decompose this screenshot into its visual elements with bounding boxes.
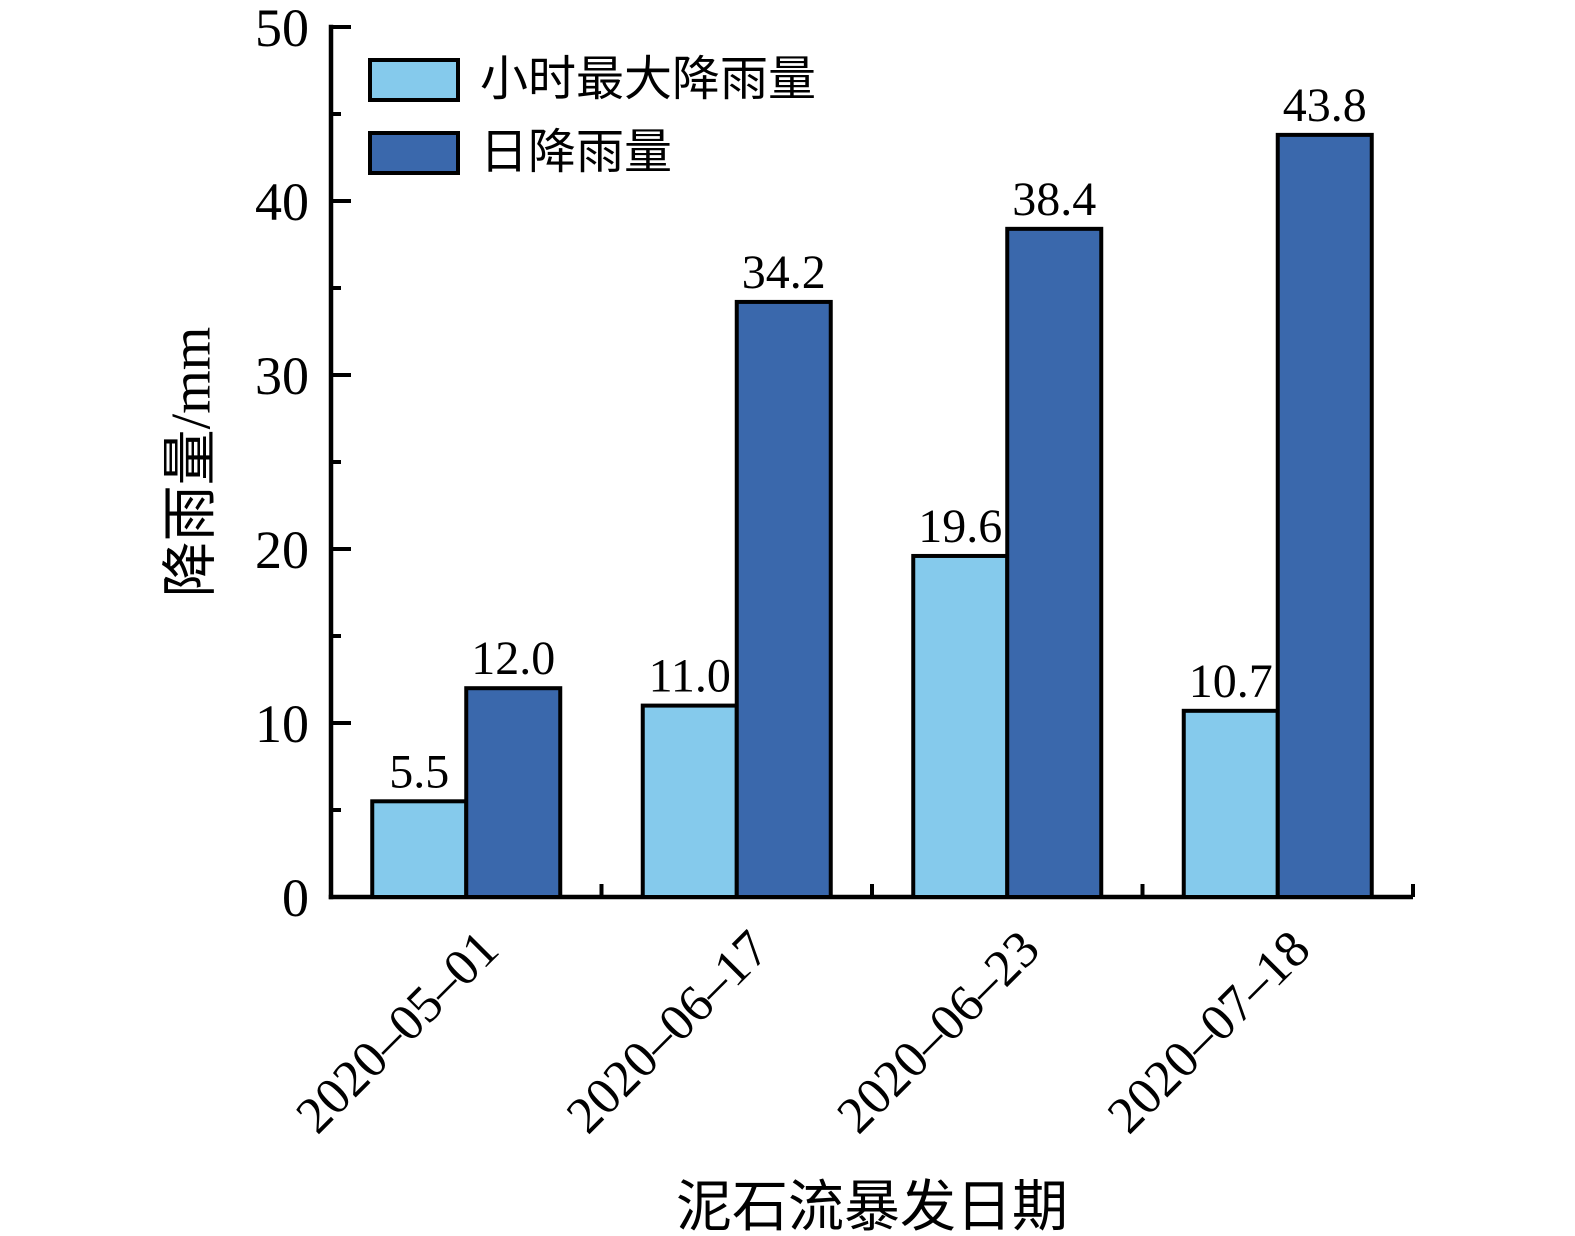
bar <box>911 553 1010 900</box>
y-tick-label: 40 <box>255 172 309 232</box>
bar-value-label: 12.0 <box>471 632 555 685</box>
bar <box>464 686 563 900</box>
y-tick-label: 20 <box>255 520 309 580</box>
bar <box>1181 708 1280 899</box>
bar-value-label: 43.8 <box>1283 79 1367 132</box>
y-tick-label: 30 <box>255 346 309 406</box>
y-tick-label: 50 <box>255 0 309 58</box>
legend-label-daily: 日降雨量 <box>480 126 673 179</box>
x-category-label: 2020–05–01 <box>286 920 510 1144</box>
x-category-label: 2020–07–18 <box>1097 920 1321 1144</box>
y-axis-title: 降雨量/mm <box>160 326 223 598</box>
bar-value-label: 10.7 <box>1189 655 1273 708</box>
bar-value-label: 19.6 <box>918 500 1002 553</box>
bar-value-label: 11.0 <box>649 650 731 703</box>
legend-label-hourly-max: 小时最大降雨量 <box>480 53 817 106</box>
legend-swatch-daily <box>368 131 460 175</box>
bar <box>640 703 739 899</box>
bar <box>1275 132 1374 899</box>
bar-value-label: 34.2 <box>742 246 826 299</box>
bar-value-label: 5.5 <box>389 745 449 798</box>
x-category-label: 2020–06–17 <box>556 920 780 1144</box>
bar-value-label: 38.4 <box>1012 173 1096 226</box>
legend-item-daily: 日降雨量 <box>368 129 816 177</box>
bar <box>370 799 469 899</box>
y-tick-label: 0 <box>282 868 309 928</box>
x-category-label: 2020–06–23 <box>827 920 1051 1144</box>
y-tick-label: 10 <box>255 694 309 754</box>
bar <box>734 299 833 900</box>
legend-item-hourly-max: 小时最大降雨量 <box>368 56 816 104</box>
x-axis-title: 泥石流暴发日期 <box>676 1177 1068 1236</box>
legend: 小时最大降雨量 日降雨量 <box>368 56 816 177</box>
legend-swatch-hourly-max <box>368 58 460 102</box>
bar <box>1005 226 1104 899</box>
